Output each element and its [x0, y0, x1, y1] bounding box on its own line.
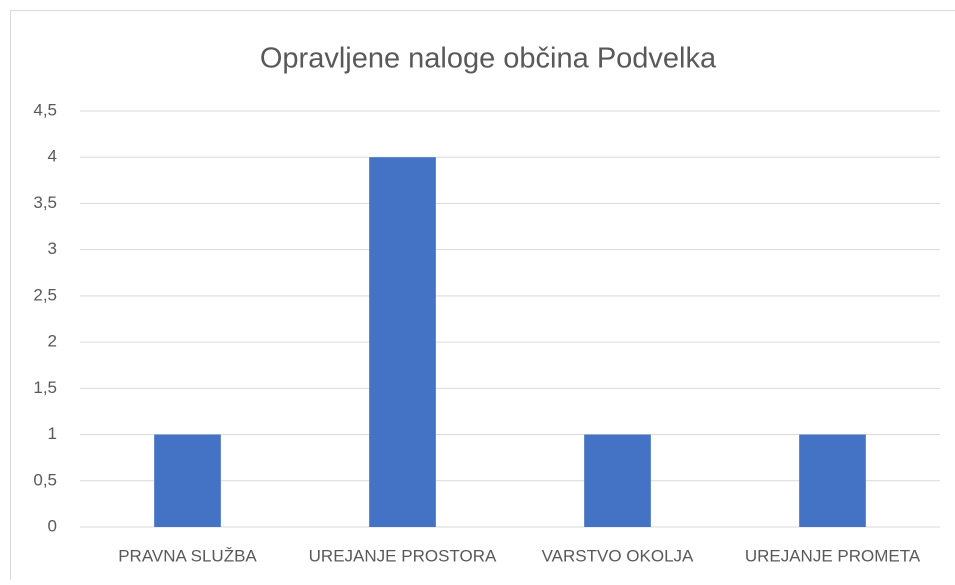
x-tick-label: UREJANJE PROMETA	[745, 546, 921, 565]
y-tick-label: 0,5	[33, 470, 57, 489]
y-tick-label: 3,5	[33, 193, 57, 212]
y-tick-label: 0	[48, 516, 57, 535]
y-tick-label: 2	[48, 332, 57, 351]
chart-title: Opravljene naloge občina Podvelka	[260, 43, 717, 75]
x-tick-label: VARSTVO OKOLJA	[542, 546, 694, 565]
bar	[799, 435, 866, 527]
y-tick-label: 1,5	[33, 378, 57, 397]
y-tick-label: 1	[48, 424, 57, 443]
y-tick-label: 2,5	[33, 285, 57, 304]
y-tick-label: 4	[48, 147, 57, 166]
bar	[584, 435, 651, 527]
y-tick-label: 3	[48, 239, 57, 258]
bar	[369, 157, 436, 527]
x-tick-label: UREJANJE PROSTORA	[309, 546, 497, 565]
y-tick-label: 4,5	[33, 100, 57, 119]
bar	[154, 435, 221, 527]
x-tick-label: PRAVNA SLUŽBA	[118, 546, 257, 565]
